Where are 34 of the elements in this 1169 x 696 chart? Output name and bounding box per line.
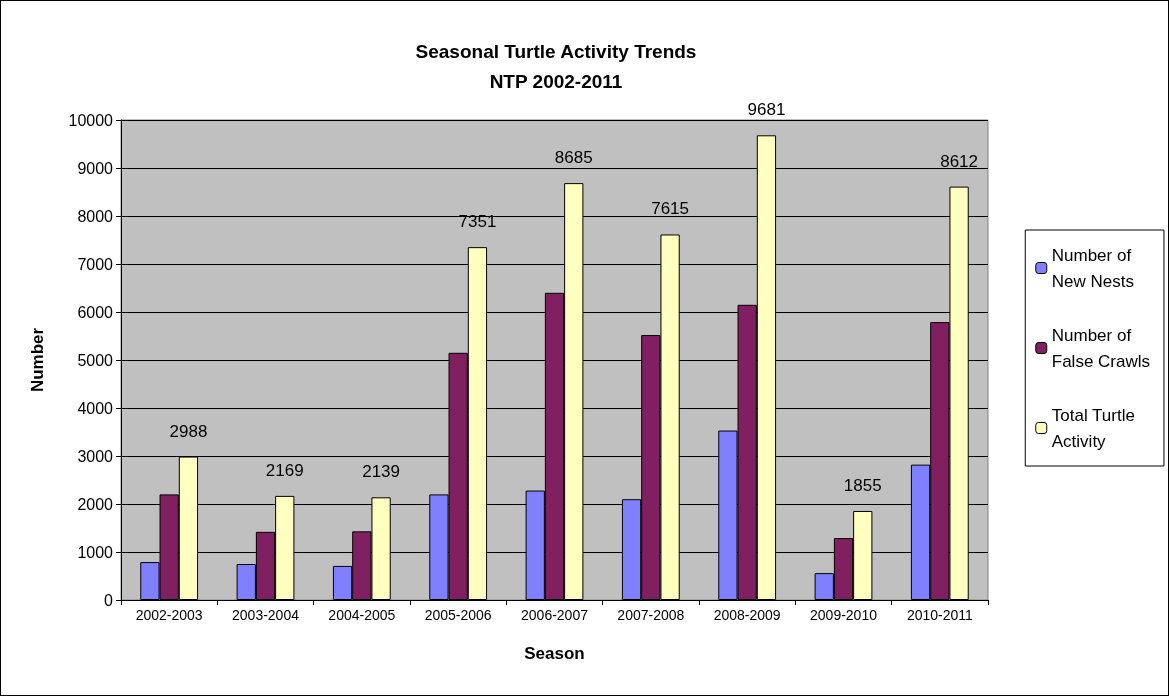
y-tick-label: 6000 <box>77 303 114 321</box>
x-tick-label: 2002-2003 <box>135 607 203 623</box>
y-tick-label: 8000 <box>77 207 114 225</box>
data-label: 2169 <box>265 460 304 480</box>
data-label: 9681 <box>747 100 786 120</box>
x-tick-label: 2007-2008 <box>617 607 685 623</box>
x-tick-label: 2010-2011 <box>906 607 973 623</box>
data-label: 8685 <box>554 148 593 168</box>
legend-label: Number of False Crawls <box>1051 325 1151 371</box>
legend-label: Total Turtle Activity <box>1051 405 1135 451</box>
x-tick-label: 2009-2010 <box>810 607 878 623</box>
x-tick-label: 2006-2007 <box>521 607 589 623</box>
legend-label: Number of New Nests <box>1051 245 1134 291</box>
x-tick-label: 2005-2006 <box>424 607 492 623</box>
y-tick-label: 10000 <box>68 111 114 129</box>
x-tick-label: 2003-2004 <box>232 607 300 623</box>
data-label: 2988 <box>169 421 208 441</box>
data-label: 1855 <box>843 475 882 495</box>
data-label: 2139 <box>362 462 401 482</box>
y-tick-label: 7000 <box>77 255 114 273</box>
data-label: 8612 <box>940 151 979 171</box>
y-axis-title: Number <box>28 327 47 393</box>
x-tick-label: 2004-2005 <box>328 607 396 623</box>
y-tick-label: 4000 <box>77 399 114 417</box>
y-tick-label: 5000 <box>77 351 114 369</box>
y-tick-label: 1000 <box>77 543 114 561</box>
x-tick-label: 2008-2009 <box>713 607 781 623</box>
y-tick-label: 9000 <box>77 159 114 177</box>
y-tick-label: 2000 <box>77 495 114 513</box>
x-axis-title: Season <box>524 644 585 663</box>
chart-title: Seasonal Turtle Activity Trends NTP 2002-2011 <box>415 40 697 92</box>
data-label: 7615 <box>651 199 690 219</box>
y-tick-label: 0 <box>104 591 114 609</box>
y-tick-label: 3000 <box>77 447 114 465</box>
